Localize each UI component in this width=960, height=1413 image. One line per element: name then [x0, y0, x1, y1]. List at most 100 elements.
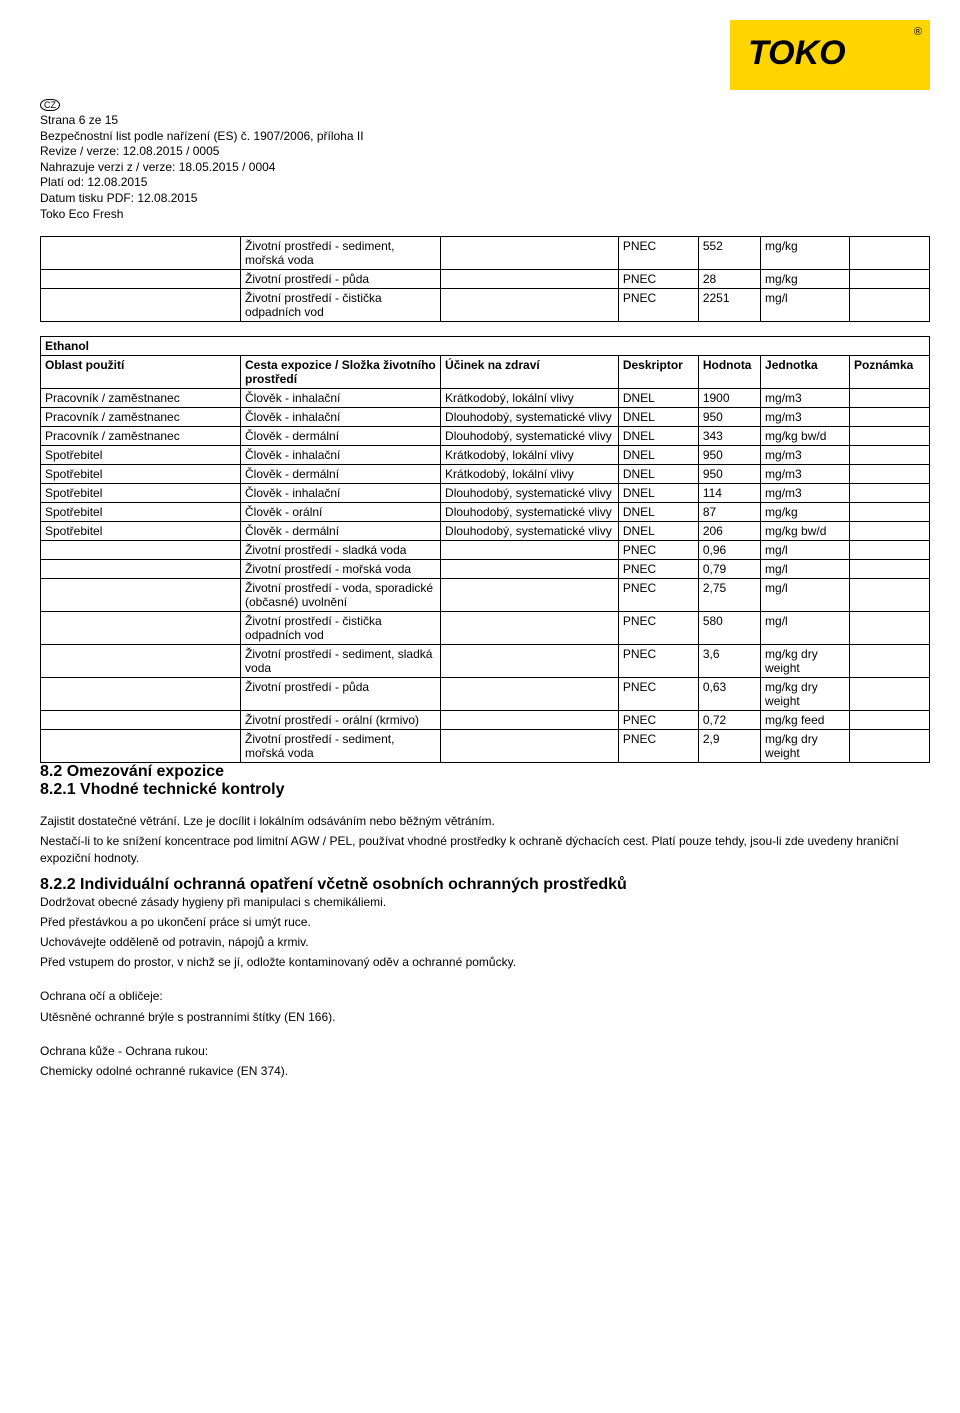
cell-c5: 580: [698, 612, 760, 645]
th-route: Cesta expozice / Složka životního prostř…: [241, 356, 441, 389]
cell-c5: 206: [698, 522, 760, 541]
cell-c5: 3,6: [698, 645, 760, 678]
table-row: SpotřebitelČlověk - inhalačníDlouhodobý,…: [41, 484, 930, 503]
cell-c4: DNEL: [618, 484, 698, 503]
cell-c6: mg/l: [761, 541, 850, 560]
heading-8-2: 8.2 Omezování expozice: [40, 763, 930, 781]
cell-c4: PNEC: [618, 730, 698, 763]
cell-c2: Životní prostředí - sediment, mořská vod…: [241, 237, 441, 270]
cell-c6: mg/m3: [761, 484, 850, 503]
th-note: Poznámka: [849, 356, 929, 389]
cell-c4: DNEL: [618, 446, 698, 465]
cell-c2: Člověk - dermální: [241, 427, 441, 446]
p-822-c: Uchovávejte odděleně od potravin, nápojů…: [40, 934, 930, 950]
p-822-b: Před přestávkou a po ukončení práce si u…: [40, 914, 930, 930]
cell-c6: mg/l: [761, 560, 850, 579]
cell-c5: 0,96: [698, 541, 760, 560]
cell-c6: mg/kg bw/d: [761, 427, 850, 446]
hdr-line-1: Strana 6 ze 15: [40, 113, 930, 129]
heading-8-2-2: 8.2.2 Individuální ochranná opatření vče…: [40, 876, 930, 894]
logo-text: TOKO: [748, 34, 846, 73]
cell-c6: mg/kg bw/d: [761, 522, 850, 541]
cell-c1: Spotřebitel: [41, 484, 241, 503]
brand-logo: TOKO ®: [730, 20, 930, 90]
cell-c3: [441, 541, 619, 560]
table-row: Pracovník / zaměstnanecČlověk - dermální…: [41, 427, 930, 446]
cell-c7: [849, 408, 929, 427]
table-row: SpotřebitelČlověk - orálníDlouhodobý, sy…: [41, 503, 930, 522]
th-unit: Jednotka: [761, 356, 850, 389]
cell-c7: [849, 612, 929, 645]
cell-c5: 0,63: [698, 678, 760, 711]
eye-protection-text: Utěsněné ochranné brýle s postranními št…: [40, 1009, 930, 1025]
cell-c7: [849, 289, 929, 322]
cell-c5: 2251: [698, 289, 760, 322]
cell-c1: [41, 612, 241, 645]
hdr-line-5: Platí od: 12.08.2015: [40, 175, 930, 191]
cell-c5: 114: [698, 484, 760, 503]
cell-c4: DNEL: [618, 465, 698, 484]
cell-c7: [849, 541, 929, 560]
cell-c4: DNEL: [618, 389, 698, 408]
hdr-line-3: Revize / verze: 12.08.2015 / 0005: [40, 144, 930, 160]
table-row: Životní prostředí - sediment, mořská vod…: [41, 730, 930, 763]
cell-c3: Krátkodobý, lokální vlivy: [441, 389, 619, 408]
table-row: SpotřebitelČlověk - inhalačníKrátkodobý,…: [41, 446, 930, 465]
hdr-line-4: Nahrazuje verzi z / verze: 18.05.2015 / …: [40, 160, 930, 176]
cell-c6: mg/kg: [761, 503, 850, 522]
table-row: Životní prostředí - voda, sporadické (ob…: [41, 579, 930, 612]
th-effect: Účinek na zdraví: [441, 356, 619, 389]
substance-row: Ethanol: [41, 337, 930, 356]
cell-c3: Dlouhodobý, systematické vlivy: [441, 484, 619, 503]
cell-c2: Člověk - orální: [241, 503, 441, 522]
ethanol-table: Ethanol Oblast použití Cesta expozice / …: [40, 336, 930, 763]
cell-c3: [441, 579, 619, 612]
cell-c2: Životní prostředí - sediment, sladká vod…: [241, 645, 441, 678]
table-row: Pracovník / zaměstnanecČlověk - inhalačn…: [41, 408, 930, 427]
table-row: Životní prostředí - půdaPNEC0,63mg/kg dr…: [41, 678, 930, 711]
cell-c1: [41, 678, 241, 711]
cell-c1: [41, 560, 241, 579]
cell-c2: Člověk - inhalační: [241, 408, 441, 427]
cell-c1: [41, 237, 241, 270]
cell-c6: mg/kg dry weight: [761, 645, 850, 678]
cell-c6: mg/kg feed: [761, 711, 850, 730]
cell-c4: DNEL: [618, 522, 698, 541]
eye-protection-heading: Ochrana očí a obličeje:: [40, 988, 930, 1004]
cell-c4: PNEC: [618, 678, 698, 711]
cell-c6: mg/m3: [761, 465, 850, 484]
cell-c2: Životní prostředí - sladká voda: [241, 541, 441, 560]
cell-c6: mg/kg dry weight: [761, 730, 850, 763]
cell-c4: PNEC: [618, 612, 698, 645]
cell-c1: [41, 730, 241, 763]
cell-c4: DNEL: [618, 427, 698, 446]
cell-c7: [849, 711, 929, 730]
cell-c6: mg/l: [761, 579, 850, 612]
cell-c7: [849, 560, 929, 579]
cell-c7: [849, 678, 929, 711]
cell-c3: [441, 560, 619, 579]
cell-c5: 950: [698, 446, 760, 465]
cz-badge-row: CZ: [40, 97, 930, 113]
table-row: Životní prostředí - orální (krmivo)PNEC0…: [41, 711, 930, 730]
cell-c3: [441, 270, 619, 289]
table-row: Životní prostředí - sladká vodaPNEC0,96m…: [41, 541, 930, 560]
cell-c2: Životní prostředí - voda, sporadické (ob…: [241, 579, 441, 612]
skin-protection-text: Chemicky odolné ochranné rukavice (EN 37…: [40, 1063, 930, 1079]
p-821-a: Zajistit dostatečné větrání. Lze je docí…: [40, 813, 930, 829]
hdr-line-2: Bezpečnostní list podle nařízení (ES) č.…: [40, 129, 930, 145]
logo-reg: ®: [914, 26, 922, 38]
substance-name: Ethanol: [41, 337, 930, 356]
cell-c2: Člověk - inhalační: [241, 484, 441, 503]
cell-c7: [849, 484, 929, 503]
pnec-continuation-table: Životní prostředí - sediment, mořská vod…: [40, 236, 930, 322]
cell-c3: Dlouhodobý, systematické vlivy: [441, 408, 619, 427]
cell-c1: Pracovník / zaměstnanec: [41, 427, 241, 446]
cell-c2: Životní prostředí - orální (krmivo): [241, 711, 441, 730]
cell-c4: PNEC: [618, 560, 698, 579]
cell-c2: Člověk - inhalační: [241, 446, 441, 465]
cell-c7: [849, 270, 929, 289]
cell-c4: DNEL: [618, 408, 698, 427]
cell-c1: [41, 645, 241, 678]
cell-c2: Člověk - dermální: [241, 465, 441, 484]
